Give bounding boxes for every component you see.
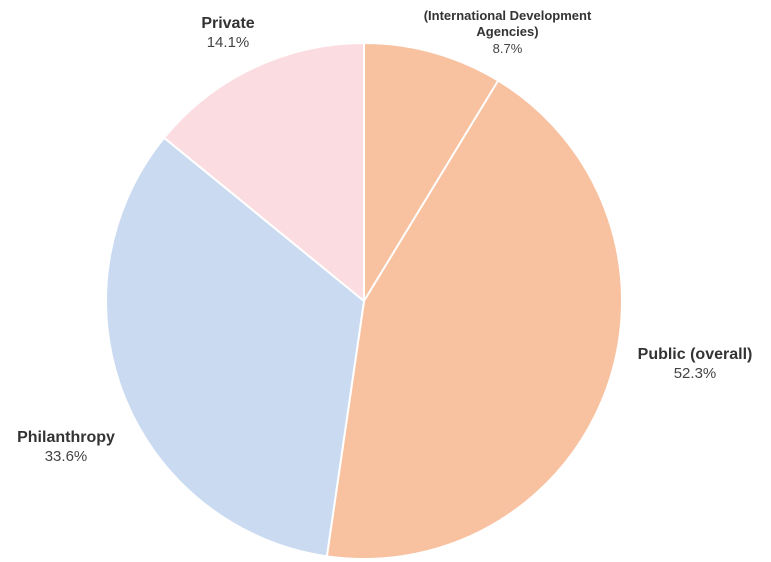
label-private: Private 14.1% [168,14,288,53]
label-public-overall: Public (overall) 52.3% [620,345,770,384]
private-label: Private [201,15,255,32]
private-value: 14.1% [206,34,250,51]
intl-dev-agencies-value: 8.7% [492,40,523,56]
pie-sub-slice-divider [363,80,499,302]
pie-slice-public-overall [325,41,623,560]
philanthropy-value: 33.6% [44,448,88,465]
public-overall-value: 52.3% [673,365,717,382]
public-overall-label: Public (overall) [637,346,753,363]
pie-slice-philanthropy [105,136,366,558]
philanthropy-label: Philanthropy [17,429,115,446]
intl-dev-agencies-label-line2: Agencies) [476,24,539,40]
label-intl-dev-agencies: (International Development Agencies) 8.7… [385,8,630,57]
label-philanthropy: Philanthropy 33.6% [2,428,130,467]
intl-dev-agencies-label-line1: (International Development [423,8,592,23]
pie-slice-private [162,41,365,304]
